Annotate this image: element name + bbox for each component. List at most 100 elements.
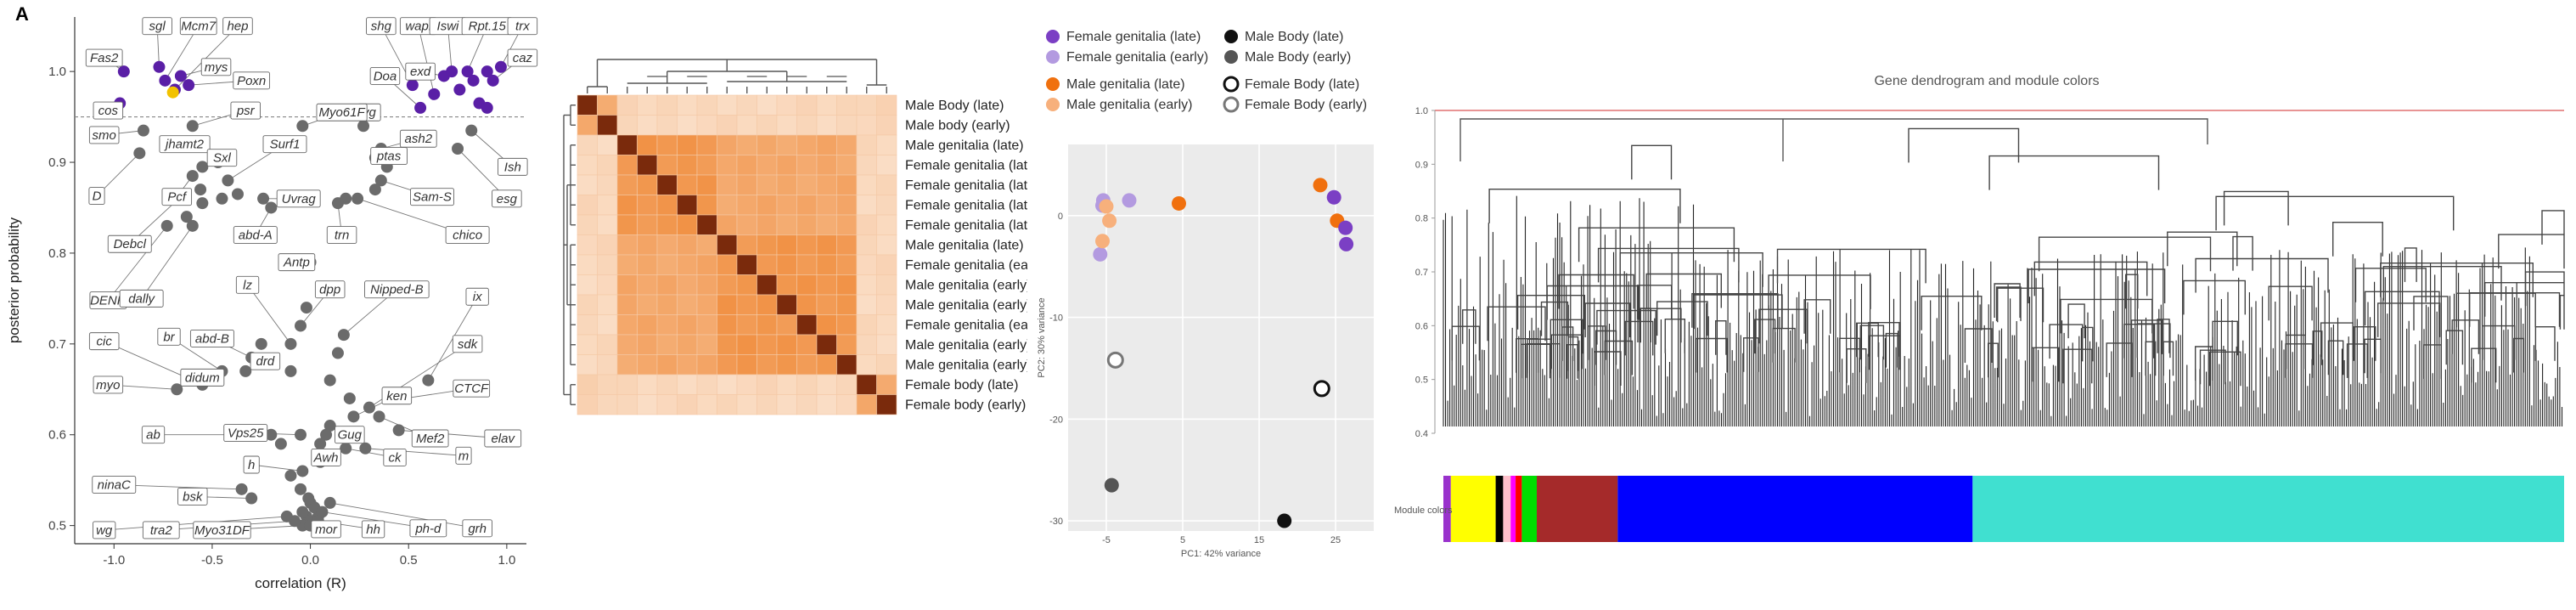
pca-point <box>1104 477 1119 493</box>
hm-cell <box>677 155 698 176</box>
hm-cell <box>717 394 738 415</box>
s1-point <box>316 506 329 518</box>
s1-point <box>284 337 297 350</box>
pca-legend-label: Female genitalia (early) <box>1066 50 1208 65</box>
s1-point <box>180 211 193 223</box>
pca-point <box>1099 199 1114 214</box>
s1-gene-label: shg <box>371 20 392 34</box>
s1-label-box <box>206 149 238 167</box>
gd-module-block <box>1450 476 1496 542</box>
hm-cell <box>597 134 618 155</box>
correlation-scatter-chart: -1.0 -0.5 0.0 0.5 1.0 0.5 0.6 0.7 0.8 0.9 1.0 Fas2… <box>6 17 538 591</box>
hm-cell <box>796 155 818 176</box>
s1-point <box>320 428 333 441</box>
s1-label-box <box>159 135 211 154</box>
hm-cell <box>656 354 678 376</box>
hm-cell <box>876 214 897 235</box>
s1-point <box>343 392 356 404</box>
pca-plot-area: 0 -10 -20 -30 -5 5 15 25 <box>1049 144 1374 545</box>
hm-cell <box>717 334 738 355</box>
s1-x-tick-label: 0.5 <box>400 553 418 568</box>
s1-gene-label: Nipped-B <box>370 283 424 297</box>
hm-cell <box>717 354 738 376</box>
hm-row-label: Male genitalia (late) <box>905 238 1024 252</box>
hm-cell <box>597 374 618 395</box>
pca-y-tick-label: -30 <box>1049 517 1063 527</box>
hm-cell <box>776 334 797 355</box>
s1-label-box <box>93 376 124 394</box>
pca-point <box>1313 178 1328 193</box>
hm-cell <box>656 254 678 275</box>
s1-point <box>296 120 309 133</box>
hm-cell <box>616 374 638 395</box>
s1-gene-label: Pcf <box>167 190 188 205</box>
s1-point <box>302 492 315 505</box>
s1-label-box <box>498 157 528 176</box>
s1-gene-label: mor <box>315 522 338 537</box>
s1-point <box>481 65 493 78</box>
pca-point <box>1102 213 1117 229</box>
s1-point <box>373 410 385 423</box>
hm-cell <box>756 174 778 195</box>
s1-point <box>481 101 493 114</box>
s1-label-box <box>223 424 268 443</box>
hm-cell <box>577 374 598 395</box>
hm-cell <box>876 174 897 195</box>
hm-cell <box>816 214 837 235</box>
s1-label-box <box>180 368 225 387</box>
s1-label-box <box>410 188 454 206</box>
hm-cell <box>656 214 678 235</box>
pca-point <box>1338 220 1353 235</box>
hm-cell <box>656 274 678 296</box>
pca-legend: Female genitalia (late) Male Body (late) F… <box>1046 30 1367 113</box>
hm-cell <box>836 294 858 315</box>
s1-label-box <box>409 519 447 538</box>
hm-cell <box>856 115 877 136</box>
hm-cell <box>717 254 738 275</box>
pca-point <box>1313 380 1330 398</box>
hm-row-labels: Male Body (late) Male body (early) Male ge… <box>905 99 1027 413</box>
s1-gene-label: Sxl <box>213 151 232 166</box>
hm-cell <box>776 254 797 275</box>
hm-cell <box>736 294 757 315</box>
s1-label-box <box>262 135 307 154</box>
hm-cell <box>616 314 638 336</box>
s1-point <box>174 70 187 82</box>
hm-cell <box>756 115 778 136</box>
pca-point <box>1122 193 1137 208</box>
hm-cell <box>876 94 897 116</box>
pca-point <box>1172 195 1186 211</box>
hm-cell <box>597 394 618 415</box>
pca-legend-swatch <box>1224 50 1238 64</box>
hm-row-label: Female genitalia (early) <box>905 318 1027 332</box>
hm-cell <box>656 174 678 195</box>
s1-point <box>392 424 405 437</box>
hm-cell <box>856 174 877 195</box>
s1-point <box>352 192 364 205</box>
hm-cell <box>677 254 698 275</box>
pca-point <box>1339 236 1354 251</box>
s1-label-box <box>193 521 251 539</box>
s1-leader-line <box>418 25 435 94</box>
s1-x-tick-label: -1.0 <box>103 553 125 568</box>
s1-point <box>461 65 474 78</box>
s1-gene-label: exd <box>410 65 431 79</box>
hm-cell <box>597 294 618 315</box>
s1-gene-label: br <box>163 330 175 344</box>
s1-point <box>166 86 179 99</box>
hm-cell <box>756 354 778 376</box>
pca-legend-label: Male genitalia (late) <box>1066 77 1185 92</box>
s1-gene-label: Myo31DF <box>194 523 250 538</box>
hm-cell <box>836 354 858 376</box>
hm-cell <box>776 274 797 296</box>
s1-point <box>300 302 312 314</box>
s1-label-box <box>492 189 522 208</box>
pca-legend-swatch <box>1223 76 1240 93</box>
s1-gene-label: abd-B <box>195 331 229 346</box>
s1-point <box>194 184 207 196</box>
hm-cell <box>876 195 897 216</box>
s1-point <box>222 174 234 187</box>
s1-point <box>257 192 270 205</box>
hm-cell <box>637 254 658 275</box>
s1-gene-label: abd-A <box>239 229 273 243</box>
